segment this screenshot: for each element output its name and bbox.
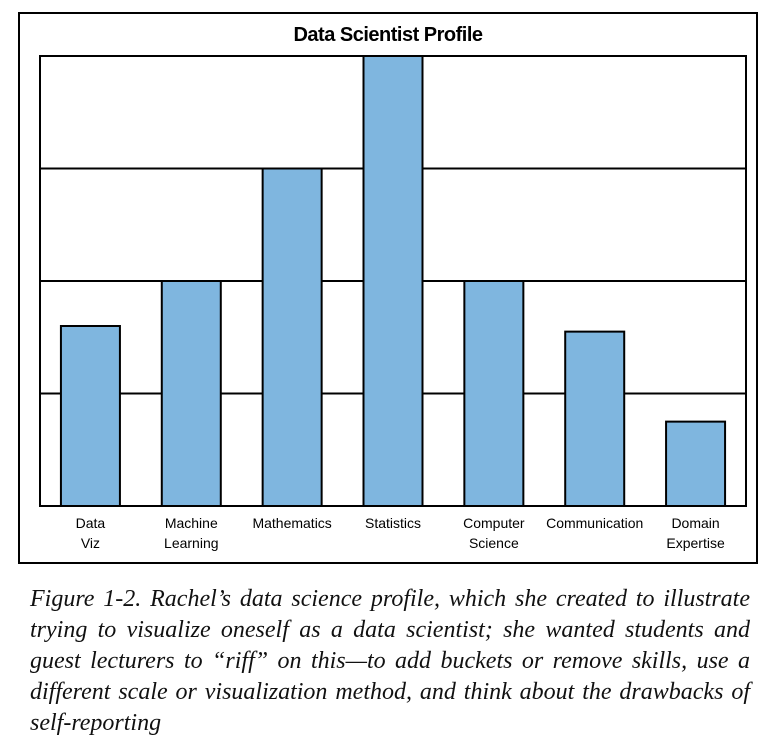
x-tick-label: Mathematics <box>252 515 331 531</box>
bar <box>665 420 727 507</box>
plot-area-border <box>39 55 747 507</box>
x-tick-label: Communication <box>546 515 643 531</box>
x-tick-label: Data Viz <box>76 515 106 551</box>
bar <box>261 167 323 507</box>
x-tick-label: Statistics <box>365 515 421 531</box>
bar <box>564 330 626 507</box>
bar <box>59 325 121 507</box>
bar <box>463 280 525 507</box>
bar <box>160 280 222 507</box>
chart-title: Data Scientist Profile <box>293 24 483 46</box>
x-tick-label: Machine Learning <box>164 515 219 551</box>
x-tick-label: Domain Expertise <box>666 515 725 551</box>
chart-frame: Data Scientist Profile Data Viz Machine Lea… <box>18 12 758 564</box>
bar-chart: Data Viz Machine Learning Mathematics Statist… <box>39 55 747 551</box>
figure-caption: Figure 1-2. Rachel’s data science profil… <box>30 586 750 736</box>
x-tick-label: Computer Science <box>463 515 525 551</box>
bar <box>362 55 424 507</box>
